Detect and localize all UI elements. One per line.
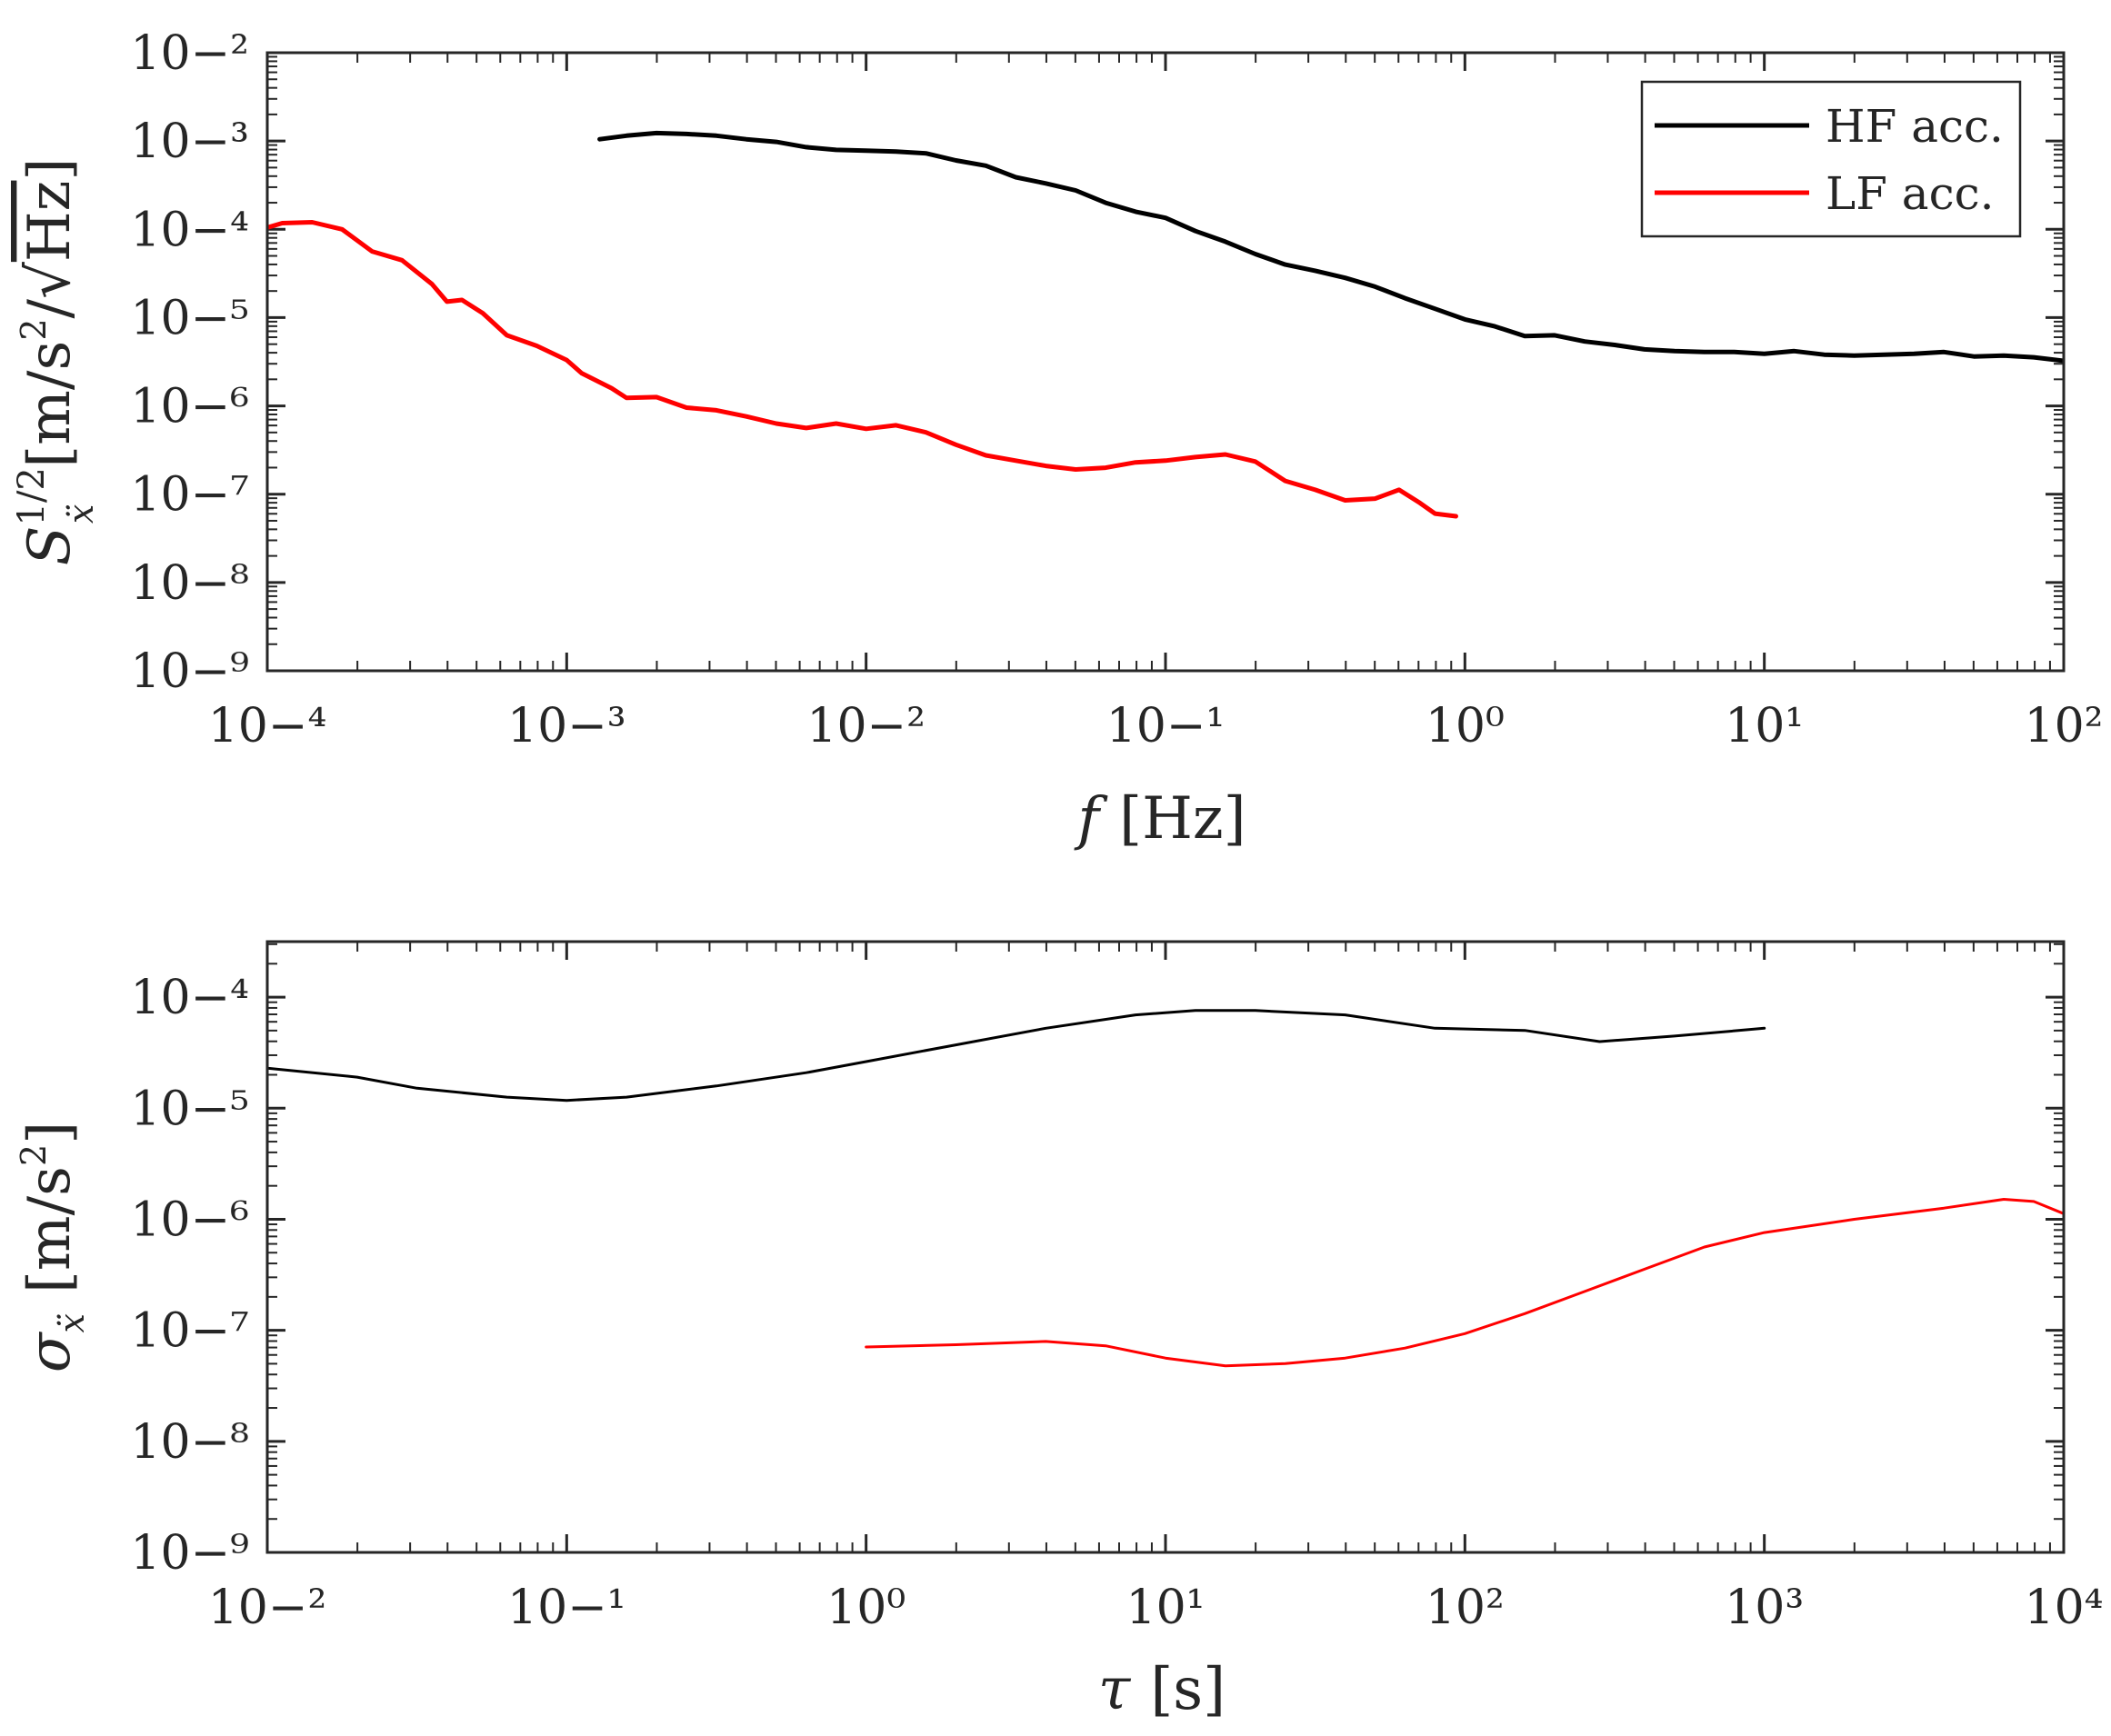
allan-ylabel-unit-open: [m/s	[16, 1166, 84, 1293]
psd-legend: HF acc. LF acc.	[1640, 80, 2022, 238]
y-tick-label: 10−⁸	[130, 1415, 249, 1470]
psd-ylabel-unit-sup: 2	[14, 318, 54, 340]
x-tick-label: 10−²	[806, 699, 925, 753]
legend-label-lf: LF acc.	[1826, 167, 1995, 220]
series-line-lf	[267, 220, 1458, 519]
x-tick-label: 10−²	[208, 1581, 327, 1635]
allan-y-axis-label: σẍ [m/s2]	[14, 1122, 92, 1372]
psd-x-axis-label: f [Hz]	[1074, 785, 1246, 853]
y-tick-label: 10−³	[130, 115, 249, 169]
legend-label-hf: HF acc.	[1826, 100, 2004, 153]
psd-ylabel-symbol: S	[16, 526, 84, 566]
allan-ylabel-unit-sup: 2	[14, 1144, 54, 1166]
y-tick-label: 10−⁶	[130, 1192, 249, 1247]
svg-text:σẍ[m/s2]: σẍ [m/s2]	[14, 1122, 92, 1372]
y-tick-label: 10−⁹	[130, 1526, 249, 1581]
allan-xlabel-symbol: τ	[1098, 1656, 1132, 1723]
allan-ylabel-sub: ẍ	[52, 1313, 92, 1332]
y-tick-label: 10−⁶	[130, 380, 249, 434]
x-tick-label: 10−¹	[1106, 699, 1226, 753]
psd-axes-box	[265, 51, 2066, 673]
psd-xlabel-unit: [Hz]	[1119, 785, 1246, 853]
series-line-hf	[267, 1009, 1766, 1102]
psd-ylabel-unit-open: [m/s	[16, 341, 84, 468]
psd-ylabel-unit-hz: Hz	[16, 181, 84, 263]
psd-ylabel-unit-mid: /	[16, 298, 84, 318]
x-tick-label: 10³	[1725, 1581, 1804, 1635]
legend-box	[1640, 80, 2022, 238]
allan-ylabel-symbol: σ	[16, 1331, 84, 1372]
y-tick-label: 10−⁸	[130, 556, 249, 611]
y-tick-label: 10−⁷	[130, 1304, 249, 1359]
psd-panel: 10−⁴ 10−³ 10−² 10−¹ 10⁰ 10¹ 10² 10−⁹ 10−⁸ 10−⁷ 10−…	[11, 26, 2104, 853]
y-tick-label: 10−⁵	[130, 291, 249, 345]
x-tick-label: 10⁴	[2024, 1581, 2103, 1635]
x-tick-label: 10¹	[1126, 1581, 1205, 1635]
allan-x-axis-label: τ [s]	[1098, 1656, 1226, 1723]
x-tick-label: 10¹	[1725, 699, 1804, 753]
psd-ylabel-unit-close: ]	[16, 158, 84, 181]
psd-ylabel-sup: 1/2	[11, 467, 53, 525]
y-tick-label: 10−⁹	[130, 644, 249, 699]
y-tick-label: 10−⁴	[130, 971, 249, 1025]
x-tick-label: 10⁰	[826, 1581, 905, 1635]
x-tick-label: 10²	[1426, 1581, 1505, 1635]
psd-y-axis-label: S1/2 ẍ [m/s2/√Hz]	[11, 158, 101, 566]
x-tick-label: 10⁰	[1426, 699, 1505, 753]
allan-panel: 10−² 10−¹ 10⁰ 10¹ 10² 10³ 10⁴ 10−⁹ 10−⁸ 10−⁷ 10−⁶ 1…	[14, 940, 2104, 1723]
svg-text:S1/2ẍ[m/s2/√Hz]: S1/2 ẍ [m/s2/√Hz]	[11, 158, 101, 566]
allan-xlabel-unit: [s]	[1150, 1656, 1226, 1723]
x-tick-label: 10²	[2024, 699, 2103, 753]
y-tick-label: 10−²	[130, 26, 249, 81]
psd-lines	[267, 130, 2064, 519]
y-tick-label: 10−⁴	[130, 203, 249, 257]
allan-plot-area	[267, 942, 2064, 1552]
x-tick-label: 10−¹	[507, 1581, 626, 1635]
allan-lines	[267, 1009, 2064, 1368]
y-tick-label: 10−⁵	[130, 1082, 249, 1136]
psd-ticks	[265, 51, 2066, 673]
x-tick-label: 10−³	[507, 699, 626, 753]
psd-ylabel-sqrt: √	[16, 262, 84, 299]
allan-ylabel-unit-close: ]	[16, 1122, 84, 1144]
x-tick-label: 10−⁴	[208, 699, 327, 753]
series-line-lf	[865, 1198, 2064, 1368]
allan-axes-box	[265, 940, 2066, 1554]
psd-tick-labels: 10−⁴ 10−³ 10−² 10−¹ 10⁰ 10¹ 10² 10−⁹ 10−⁸ 10−⁷ 10−…	[130, 26, 2103, 753]
series-line-hf	[597, 130, 2064, 364]
allan-tick-labels: 10−² 10−¹ 10⁰ 10¹ 10² 10³ 10⁴ 10−⁹ 10−⁸ 10−⁷ 10−⁶ 1…	[130, 971, 2103, 1635]
psd-ylabel-sub: ẍ	[61, 504, 101, 524]
y-tick-label: 10−⁷	[130, 468, 249, 523]
psd-xlabel-symbol: f	[1074, 785, 1108, 853]
